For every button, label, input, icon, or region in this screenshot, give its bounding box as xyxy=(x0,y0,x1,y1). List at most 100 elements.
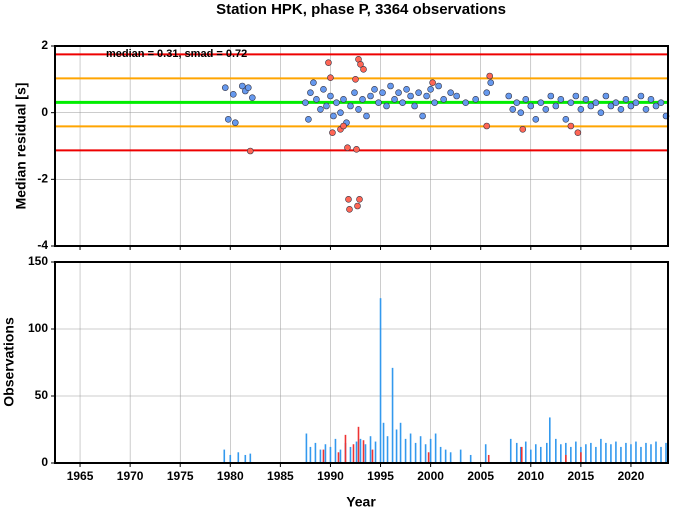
data-point xyxy=(399,99,406,106)
data-point xyxy=(517,109,525,116)
data-point xyxy=(313,96,320,103)
bar xyxy=(382,422,385,463)
data-point xyxy=(532,116,540,123)
data-point xyxy=(352,76,359,83)
data-point xyxy=(483,89,491,96)
data-point xyxy=(371,86,378,93)
data-point xyxy=(513,99,521,106)
data-point xyxy=(229,91,237,98)
y-axis-label: Observations xyxy=(1,317,17,407)
data-point xyxy=(607,102,615,110)
plot-frame xyxy=(54,261,669,464)
bar xyxy=(444,449,447,463)
bar xyxy=(524,441,527,463)
bar xyxy=(379,298,382,463)
bar xyxy=(555,438,557,463)
bar xyxy=(359,438,362,463)
bar xyxy=(630,444,632,463)
bar xyxy=(660,446,662,463)
data-point xyxy=(247,147,254,155)
bar xyxy=(519,446,522,463)
plot-frame xyxy=(54,45,669,247)
bar xyxy=(414,442,417,463)
bar xyxy=(487,454,490,463)
bar xyxy=(635,441,637,463)
data-point xyxy=(221,84,229,91)
bar xyxy=(309,446,312,463)
bar xyxy=(319,449,322,463)
bar xyxy=(640,446,642,463)
bar xyxy=(229,454,232,463)
y-tick-label: -2 xyxy=(37,172,48,186)
bar xyxy=(355,441,358,463)
data-point xyxy=(632,99,640,106)
data-point xyxy=(375,99,382,106)
x-tick-label: 1985 xyxy=(267,469,294,483)
bar xyxy=(395,429,398,463)
bar xyxy=(610,444,612,463)
bar xyxy=(352,444,355,463)
bar xyxy=(560,444,562,463)
bar xyxy=(565,454,567,463)
data-point xyxy=(652,102,660,110)
data-point xyxy=(447,89,454,96)
data-point xyxy=(353,146,360,153)
y-tick-label: 0 xyxy=(41,105,48,119)
bar xyxy=(570,446,572,463)
bar xyxy=(371,449,374,463)
data-point xyxy=(642,106,650,113)
bar xyxy=(484,444,487,463)
data-point xyxy=(411,102,418,110)
data-point xyxy=(577,106,585,113)
bar xyxy=(305,433,308,463)
data-point xyxy=(249,94,256,101)
bar xyxy=(645,442,647,463)
bar xyxy=(625,442,627,463)
data-point xyxy=(317,106,324,113)
data-point xyxy=(519,126,527,133)
data-point xyxy=(567,99,575,106)
x-tick-label: 2005 xyxy=(467,469,494,483)
data-point xyxy=(509,106,517,113)
bar xyxy=(515,442,518,463)
data-point xyxy=(440,96,447,103)
x-tick-label: 2015 xyxy=(568,469,595,483)
bar xyxy=(546,442,548,463)
bar xyxy=(615,441,617,463)
bar xyxy=(529,449,532,463)
x-axis-label: Year xyxy=(346,494,376,510)
data-point xyxy=(337,109,344,116)
x-tick-label: 1995 xyxy=(367,469,394,483)
data-point xyxy=(427,86,434,93)
data-point xyxy=(395,89,402,96)
data-point xyxy=(587,102,595,110)
bar xyxy=(324,444,327,463)
bar xyxy=(404,438,407,463)
bar xyxy=(249,453,252,463)
bar xyxy=(244,454,247,463)
data-point xyxy=(419,112,426,120)
data-point xyxy=(329,129,336,136)
bar xyxy=(534,444,537,463)
data-point xyxy=(597,109,605,116)
data-point xyxy=(245,84,252,91)
x-tick-label: 2000 xyxy=(417,469,444,483)
x-tick-label: 1970 xyxy=(117,469,144,483)
bar xyxy=(329,446,332,463)
x-tick-label: 1965 xyxy=(67,469,94,483)
bar xyxy=(575,441,577,463)
x-tick-label: 1975 xyxy=(167,469,194,483)
bar xyxy=(223,449,226,463)
data-point xyxy=(323,102,330,110)
bar xyxy=(374,441,377,463)
bar xyxy=(665,442,667,463)
data-point xyxy=(435,82,442,90)
data-point xyxy=(333,99,340,106)
data-point xyxy=(431,99,438,106)
data-point xyxy=(429,79,436,86)
bar xyxy=(439,446,442,463)
data-point xyxy=(327,92,334,100)
bar xyxy=(595,446,597,463)
bar xyxy=(590,442,592,463)
data-point xyxy=(505,92,513,100)
